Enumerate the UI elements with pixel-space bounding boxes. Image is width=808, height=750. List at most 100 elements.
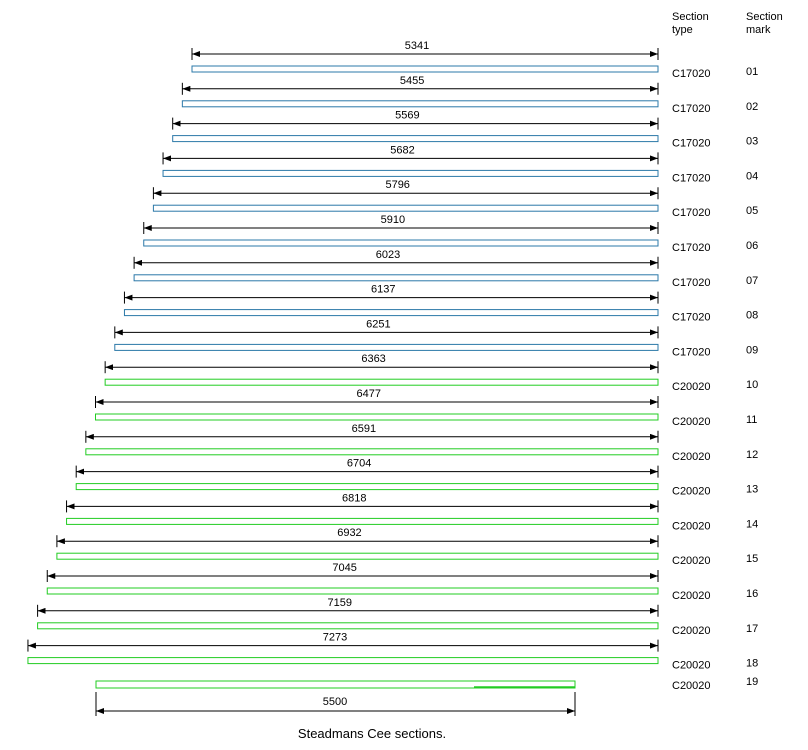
section-mark-label: 15 bbox=[746, 553, 758, 565]
section-type-label: C20020 bbox=[672, 520, 711, 532]
section-bar bbox=[95, 413, 659, 421]
section-mark-header-line1: Section bbox=[746, 11, 783, 23]
length-label: 5910 bbox=[381, 214, 405, 226]
section-type-label: C20020 bbox=[672, 625, 711, 637]
section-type-label: C17020 bbox=[672, 172, 711, 184]
diagram-caption: Steadmans Cee sections. bbox=[298, 726, 446, 741]
section-type-label: C20020 bbox=[672, 660, 711, 672]
length-label: 5455 bbox=[400, 75, 424, 87]
section-bar bbox=[133, 274, 659, 282]
section-mark-label: 18 bbox=[746, 658, 758, 670]
section-type-label: C17020 bbox=[672, 277, 711, 289]
length-label: 5341 bbox=[405, 40, 429, 52]
section-type-label: C20020 bbox=[672, 381, 711, 393]
section-bar bbox=[95, 680, 576, 689]
section-row-17: 7159 C20020 17 bbox=[37, 597, 758, 637]
length-label: 6477 bbox=[357, 388, 381, 400]
section-mark-label: 09 bbox=[746, 344, 758, 356]
section-mark-label: 01 bbox=[746, 66, 758, 78]
length-label: 5500 bbox=[323, 696, 347, 708]
length-label: 6818 bbox=[342, 492, 366, 504]
section-row-13: 6704 C20020 13 bbox=[75, 458, 758, 498]
length-label: 6363 bbox=[361, 353, 385, 365]
section-bar bbox=[172, 135, 659, 143]
section-mark-header-line2: mark bbox=[746, 24, 771, 36]
length-label: 7159 bbox=[328, 597, 352, 609]
section-row-03: 5569 C17020 03 bbox=[172, 110, 758, 150]
section-mark-label: 07 bbox=[746, 275, 758, 287]
section-row-10: 6363 C20020 10 bbox=[104, 353, 758, 393]
section-row-18: 7273 C20020 18 bbox=[27, 632, 758, 672]
section-type-label: C17020 bbox=[672, 138, 711, 150]
section-row-14: 6818 C20020 14 bbox=[66, 492, 758, 532]
section-type-label: C17020 bbox=[672, 346, 711, 358]
section-mark-label: 16 bbox=[746, 588, 758, 600]
section-mark-label: 10 bbox=[746, 379, 758, 391]
section-mark-label: 17 bbox=[746, 623, 758, 635]
length-label: 6704 bbox=[347, 458, 371, 470]
section-bar bbox=[181, 100, 659, 108]
section-bar bbox=[46, 587, 659, 595]
section-type-header-line2: type bbox=[672, 24, 693, 36]
section-type-label: C20020 bbox=[672, 451, 711, 463]
section-row-19: C20020 19 5500 bbox=[95, 676, 758, 716]
section-mark-label: 13 bbox=[746, 484, 758, 496]
section-row-08: 6137 C17020 08 bbox=[123, 284, 758, 324]
section-mark-label: 06 bbox=[746, 240, 758, 252]
section-row-05: 5796 C17020 05 bbox=[152, 179, 758, 219]
section-bar bbox=[123, 309, 659, 317]
section-type-label: C20020 bbox=[672, 416, 711, 428]
length-label: 5682 bbox=[390, 144, 414, 156]
section-type-label: C17020 bbox=[672, 312, 711, 324]
section-mark-label: 12 bbox=[746, 449, 758, 461]
section-bar bbox=[191, 65, 659, 73]
length-label: 6932 bbox=[337, 527, 361, 539]
length-label: 7045 bbox=[332, 562, 356, 574]
section-bar bbox=[152, 204, 659, 212]
section-bar bbox=[37, 622, 659, 630]
section-row-04: 5682 C17020 04 bbox=[162, 144, 758, 184]
length-label: 6137 bbox=[371, 284, 395, 296]
section-row-16: 7045 C20020 16 bbox=[46, 562, 758, 602]
section-mark-label: 14 bbox=[746, 518, 758, 530]
section-mark-label: 03 bbox=[746, 136, 758, 148]
section-row-11: 6477 C20020 11 bbox=[95, 388, 757, 428]
section-type-label: C17020 bbox=[672, 68, 711, 80]
section-row-07: 6023 C17020 07 bbox=[133, 249, 758, 289]
section-mark-label: 04 bbox=[746, 170, 758, 182]
section-mark-label: 02 bbox=[746, 101, 758, 113]
section-mark-label: 05 bbox=[746, 205, 758, 217]
section-type-label: C17020 bbox=[672, 242, 711, 254]
section-row-09: 6251 C17020 09 bbox=[114, 318, 758, 358]
section-bar bbox=[114, 343, 659, 351]
section-type-label: C20020 bbox=[672, 555, 711, 567]
section-bar bbox=[56, 552, 659, 560]
length-label: 5796 bbox=[385, 179, 409, 191]
section-bar bbox=[66, 517, 659, 525]
length-label: 5569 bbox=[395, 110, 419, 122]
section-mark-label: 11 bbox=[746, 414, 757, 426]
section-row-12: 6591 C20020 12 bbox=[85, 423, 758, 463]
section-type-label: C20020 bbox=[672, 680, 711, 692]
section-mark-label: 08 bbox=[746, 310, 758, 322]
section-type-header-line1: Section bbox=[672, 11, 709, 23]
length-label: 7273 bbox=[323, 632, 347, 644]
section-bar bbox=[143, 239, 659, 247]
section-row-02: 5455 C17020 02 bbox=[181, 75, 758, 115]
length-label: 6591 bbox=[352, 423, 376, 435]
section-bar bbox=[75, 483, 659, 491]
section-type-label: C20020 bbox=[672, 590, 711, 602]
length-label: 6023 bbox=[376, 249, 400, 261]
section-bar bbox=[104, 378, 659, 386]
section-type-label: C17020 bbox=[672, 103, 711, 115]
section-type-label: C17020 bbox=[672, 207, 711, 219]
section-mark-label: 19 bbox=[746, 676, 758, 688]
section-bar bbox=[85, 448, 659, 456]
section-type-label: C20020 bbox=[672, 486, 711, 498]
length-label: 6251 bbox=[366, 318, 390, 330]
section-bar bbox=[27, 657, 659, 665]
section-bar bbox=[162, 169, 659, 177]
section-row-01: 5341 C17020 01 bbox=[191, 40, 758, 80]
